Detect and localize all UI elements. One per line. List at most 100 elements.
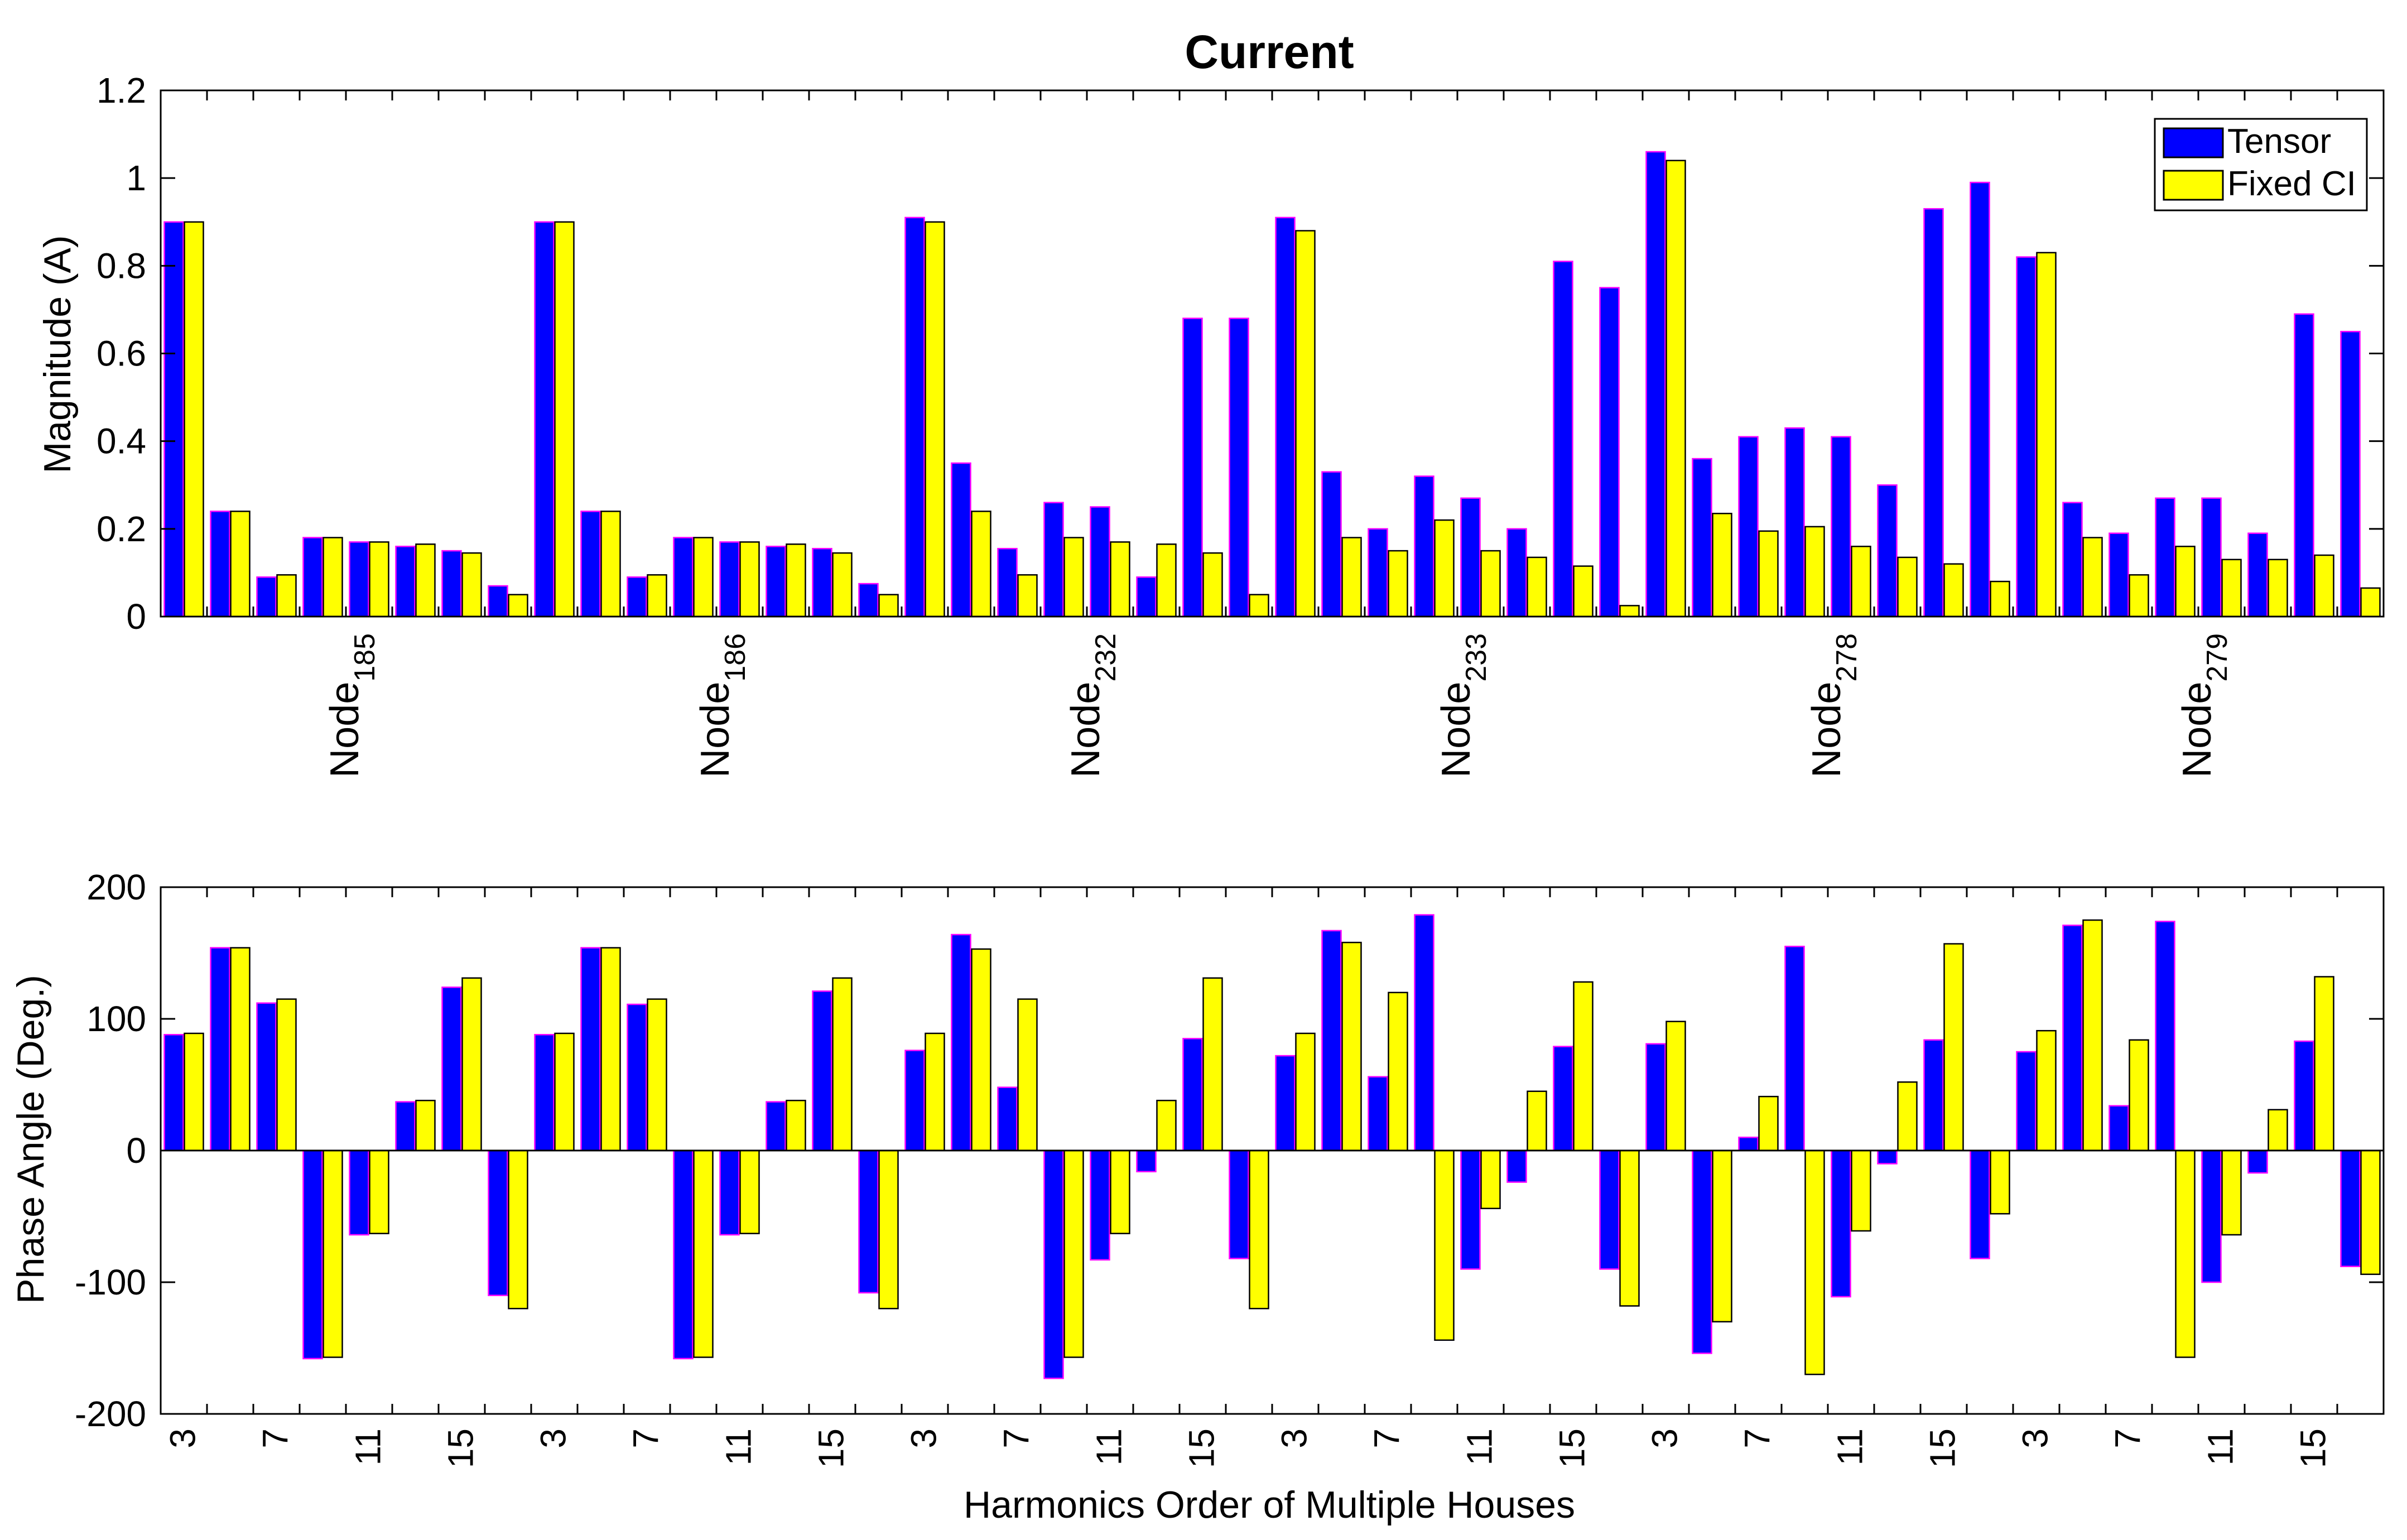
fixed-ci-bar-29: [1480, 550, 1501, 618]
fixed-ci-bar-15: [832, 977, 853, 1152]
fixed-ci-bar-16: [878, 1149, 899, 1310]
fixed-ci-bar-43: [2129, 1039, 2149, 1152]
y-tick-label: 0.2: [97, 509, 146, 549]
y-tick-label: 200: [86, 867, 146, 907]
tensor-bar-5: [349, 1149, 369, 1236]
fixed-ci-bar-4: [322, 1149, 343, 1358]
tensor-bar-24: [1229, 1149, 1249, 1259]
tensor-bar-32: [1599, 1149, 1620, 1270]
tensor-bar-9: [534, 221, 555, 618]
x-tick-label: 15: [1552, 1428, 1592, 1468]
tensor-bar-14: [766, 1101, 786, 1152]
legend-swatch-tensor: [2163, 127, 2224, 158]
x-tick-label: 7: [626, 1428, 666, 1448]
fixed-ci-bar-3: [276, 574, 297, 618]
fixed-ci-bar-35: [1758, 530, 1779, 618]
fixed-ci-bar-7: [461, 977, 482, 1152]
tensor-bar-32: [1599, 287, 1620, 618]
fixed-ci-bar-13: [739, 1149, 760, 1234]
tensor-bar-45: [2201, 1149, 2222, 1283]
tensor-bar-29: [1460, 497, 1481, 618]
y-axis-label: Phase Angle (Deg.): [9, 975, 52, 1304]
fixed-ci-bar-38: [1897, 556, 1918, 618]
x-tick-label: 11: [2201, 1428, 2241, 1465]
tensor-bar-4: [302, 1149, 323, 1360]
tensor-bar-47: [2294, 1040, 2314, 1152]
tensor-bar-21: [1090, 1149, 1110, 1261]
x-tick-label: 11: [1089, 1428, 1129, 1465]
fixed-ci-bar-20: [1063, 1149, 1084, 1358]
fixed-ci-bar-39: [1943, 563, 1964, 618]
fixed-ci-bar-45: [2221, 559, 2242, 618]
fixed-ci-bar-37: [1851, 1149, 1871, 1232]
y-tick-label: 1.2: [97, 70, 146, 110]
fixed-ci-bar-22: [1156, 543, 1177, 618]
y-tick-label: 0.8: [97, 246, 146, 286]
phase-angle-chart: Phase Angle (Deg.) -200 -100 0 100 200 3 7 11 1…: [9, 867, 2385, 1526]
fixed-ci-bar-12: [693, 537, 714, 618]
tensor-bar-3: [256, 1002, 277, 1152]
fixed-ci-bar-33: [1665, 160, 1686, 618]
tensor-bar-31: [1553, 1046, 1573, 1152]
x-tick-label: 7: [2108, 1428, 2148, 1448]
fixed-ci-bar-48: [2360, 587, 2381, 618]
fixed-ci-bar-5: [369, 541, 389, 618]
x-tick-label: 3: [2015, 1428, 2055, 1448]
fixed-ci-bar-44: [2175, 546, 2196, 618]
tensor-bar-38: [1877, 1149, 1898, 1164]
tensor-bar-14: [766, 546, 786, 618]
tensor-bar-36: [1784, 945, 1805, 1152]
x-tick-label: 7: [997, 1428, 1037, 1448]
fixed-ci-bar-41: [2036, 1029, 2057, 1152]
tensor-bar-22: [1136, 576, 1157, 618]
y-tick-label: 0: [126, 1130, 146, 1171]
fixed-ci-bar-23: [1202, 977, 1223, 1152]
tensor-bar-40: [1970, 181, 1990, 618]
y-tick-label: 0.6: [97, 334, 146, 374]
fixed-ci-bar-36: [1804, 526, 1825, 618]
fixed-ci-bar-27: [1388, 992, 1408, 1152]
tensor-bar-17: [904, 216, 925, 618]
fixed-ci-bar-47: [2314, 554, 2334, 618]
magnitude-y-ticks: 0 0.2 0.4 0.6 0.8 1 1.2: [97, 70, 2384, 637]
tensor-bar-33: [1645, 1043, 1666, 1152]
tensor-bar-43: [2108, 1105, 2129, 1152]
fixed-ci-bar-31: [1573, 981, 1594, 1152]
fixed-ci-bar-14: [786, 543, 806, 618]
tensor-bar-6: [395, 546, 416, 618]
tensor-bar-46: [2247, 1149, 2268, 1174]
node-group-label: Node232: [1063, 633, 1122, 778]
tensor-bar-28: [1414, 914, 1434, 1152]
fixed-ci-bar-9: [554, 1032, 575, 1152]
fixed-ci-bar-34: [1712, 513, 1732, 618]
fixed-ci-bar-28: [1434, 519, 1455, 618]
fixed-ci-bar-21: [1110, 1149, 1130, 1234]
tensor-bar-30: [1506, 1149, 1527, 1183]
tensor-bar-47: [2294, 313, 2314, 618]
legend-label-fixed-ci: Fixed CI: [2227, 165, 2356, 203]
fixed-ci-bar-36: [1804, 1149, 1825, 1375]
tensor-bar-41: [2016, 1051, 2037, 1152]
tensor-bar-34: [1692, 458, 1712, 618]
legend-label-tensor: Tensor: [2227, 122, 2331, 161]
harmonic-order-x-ticks: 3 7 11 15 3 7 11 15 3 7 11 15 3 7 11 15 3 7 11 15 3 7 11 15: [163, 1428, 2333, 1468]
fixed-ci-bar-29: [1480, 1149, 1501, 1210]
tensor-bar-22: [1136, 1149, 1157, 1173]
tensor-bar-35: [1738, 436, 1759, 618]
fixed-ci-bar-25: [1295, 230, 1316, 618]
tensor-bar-12: [673, 537, 694, 618]
tensor-bar-38: [1877, 484, 1898, 618]
tensor-bar-11: [627, 576, 647, 618]
y-tick-label: 1: [126, 158, 146, 198]
tensor-bar-41: [2016, 256, 2037, 618]
tensor-bar-39: [1923, 208, 1944, 618]
tensor-bar-26: [1321, 930, 1342, 1152]
x-tick-label: 15: [1923, 1428, 1963, 1468]
y-tick-label: -100: [75, 1262, 146, 1302]
fixed-ci-bar-1: [184, 1032, 204, 1152]
tensor-bar-29: [1460, 1149, 1481, 1270]
fixed-ci-bar-7: [461, 552, 482, 618]
node-group-label: Node233: [1434, 633, 1493, 778]
fixed-ci-bar-25: [1295, 1032, 1316, 1152]
